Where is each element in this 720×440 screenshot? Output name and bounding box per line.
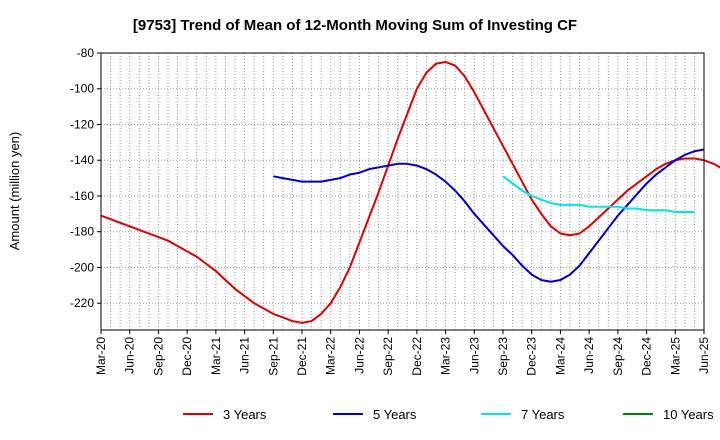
series-line-7-years: [502, 175, 695, 214]
x-tick-label: Mar-24: [553, 337, 567, 375]
x-tick-label: Sep-22: [381, 337, 395, 376]
y-tick-label: -100: [70, 82, 94, 96]
legend-label: 3 Years: [223, 407, 267, 422]
plot-frame: [100, 52, 705, 331]
series-line-5-years: [273, 148, 705, 283]
x-tick-label: Jun-24: [582, 337, 596, 374]
y-tick-label: -80: [77, 46, 95, 60]
x-tick-label: Dec-21: [295, 337, 309, 376]
x-tick-label: Sep-20: [151, 337, 165, 376]
x-tick-label: Mar-22: [324, 337, 338, 375]
x-tick-label: Mar-20: [94, 337, 108, 375]
x-tick-label: Jun-21: [238, 337, 252, 374]
y-tick-label: -200: [70, 260, 94, 274]
x-tick-label: Sep-24: [611, 337, 625, 376]
x-tick-label: Dec-24: [640, 337, 654, 376]
x-tick-label: Jun-20: [123, 337, 137, 374]
x-tick-label: Sep-23: [496, 337, 510, 376]
x-tick-label: Dec-20: [180, 337, 194, 376]
x-tick-label: Dec-22: [410, 337, 424, 376]
x-tick-label: Jun-22: [352, 337, 366, 374]
series-line-3-years: [100, 60, 720, 324]
x-axis-ticks: Mar-20 Jun-20 Sep-20 Dec-20 Mar-21 Jun-21 Sep-…: [94, 330, 711, 376]
x-tick-label: Mar-23: [439, 337, 453, 375]
legend: 3 Years 5 Years 7 Years 10 Years: [183, 407, 714, 422]
x-tick-label: Dec-23: [525, 337, 539, 376]
grid: [100, 52, 705, 330]
y-axis-label: Amount (million yen): [7, 132, 22, 251]
x-tick-label: Jun-23: [467, 337, 481, 374]
x-tick-label: Jun-25: [697, 337, 711, 374]
series-lines: [100, 60, 720, 324]
y-axis-ticks: -80 -100 -120 -140 -160 -180 -200 -220: [70, 46, 101, 310]
legend-label: 5 Years: [373, 407, 417, 422]
y-tick-label: -180: [70, 225, 94, 239]
y-tick-label: -220: [70, 296, 94, 310]
y-tick-label: -120: [70, 117, 94, 131]
x-tick-label: Mar-25: [668, 337, 682, 375]
y-tick-label: -160: [70, 189, 94, 203]
chart-title: [9753] Trend of Mean of 12-Month Moving …: [133, 17, 577, 34]
x-tick-label: Mar-21: [209, 337, 223, 375]
legend-label: 10 Years: [663, 407, 714, 422]
x-tick-label: Sep-21: [266, 337, 280, 376]
legend-label: 7 Years: [521, 407, 565, 422]
y-tick-label: -140: [70, 153, 94, 167]
